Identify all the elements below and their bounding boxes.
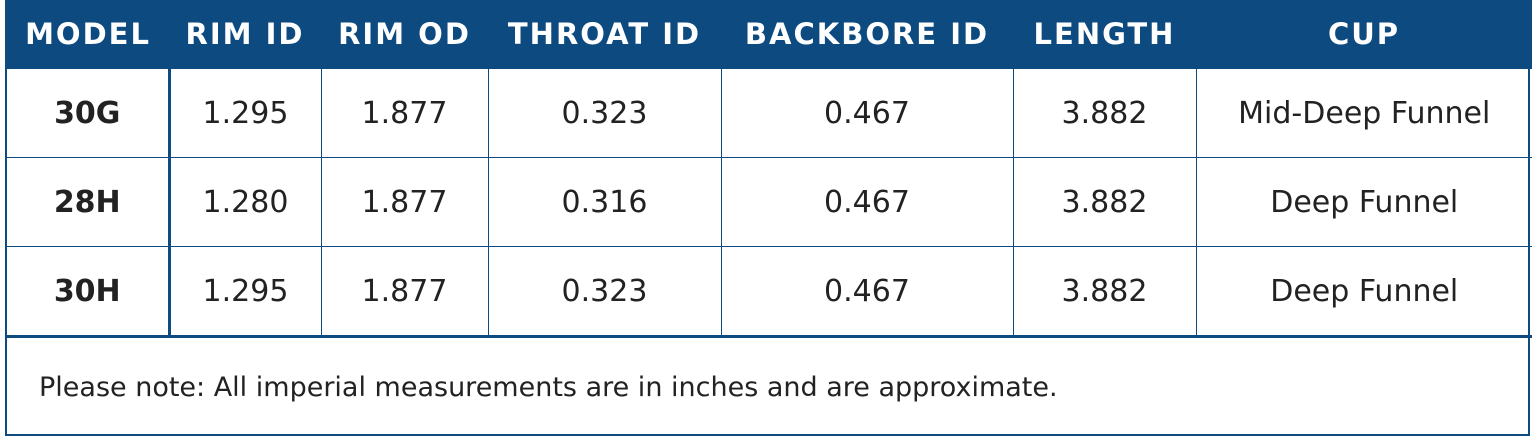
- table-row: 28H 1.280 1.877 0.316 0.467 3.882 Deep Funnel: [7, 157, 1532, 247]
- table-row: 30G 1.295 1.877 0.323 0.467 3.882 Mid-Deep Fun…: [7, 68, 1532, 158]
- header-row: MODEL RIM ID RIM OD THROAT ID BACKBORE ID LEN…: [7, 0, 1532, 69]
- header-cell: RIM OD: [321, 0, 488, 69]
- table-cell: 1.877: [320, 246, 488, 338]
- model-cell: 30H: [7, 246, 171, 338]
- table-cell: Deep Funnel: [1195, 157, 1532, 247]
- table-cell: 0.323: [487, 246, 721, 338]
- table-cell: 0.467: [720, 157, 1013, 247]
- table-cell: 1.877: [320, 157, 488, 247]
- table-cell: 1.295: [168, 246, 321, 338]
- table-cell: 3.882: [1012, 157, 1196, 247]
- table-cell: 3.882: [1012, 68, 1196, 158]
- header-cell: LENGTH: [1013, 0, 1196, 69]
- table-cell: Mid-Deep Funnel: [1195, 68, 1532, 158]
- header-cell: CUP: [1196, 0, 1532, 69]
- table-body: 30G 1.295 1.877 0.323 0.467 3.882 Mid-Deep Fun…: [7, 68, 1532, 338]
- note: Please note: All imperial measurements a…: [39, 372, 1058, 403]
- table-cell: 1.295: [168, 68, 321, 158]
- header-cell: BACKBORE ID: [721, 0, 1013, 69]
- model-cell: 28H: [7, 157, 171, 247]
- header-cell: THROAT ID: [488, 0, 721, 69]
- table-cell: 1.280: [168, 157, 321, 247]
- table-cell: Deep Funnel: [1195, 246, 1532, 338]
- table-cell: 0.316: [487, 157, 721, 247]
- table-cell: 0.467: [720, 68, 1013, 158]
- table-row: 30H 1.295 1.877 0.323 0.467 3.882 Deep Funnel: [7, 246, 1532, 338]
- header-cell: RIM ID: [169, 0, 321, 69]
- spec-table-frame: MODEL RIM ID RIM OD THROAT ID BACKBORE ID LEN…: [5, 0, 1532, 436]
- table-cell: 0.323: [487, 68, 721, 158]
- table-cell: 0.467: [720, 246, 1013, 338]
- header-cell: MODEL: [7, 0, 169, 69]
- table-cell: 1.877: [320, 68, 488, 158]
- spec-table: MODEL RIM ID RIM OD THROAT ID BACKBORE ID LEN…: [7, 0, 1532, 338]
- model-cell: 30G: [7, 68, 171, 158]
- table-cell: 3.882: [1012, 246, 1196, 338]
